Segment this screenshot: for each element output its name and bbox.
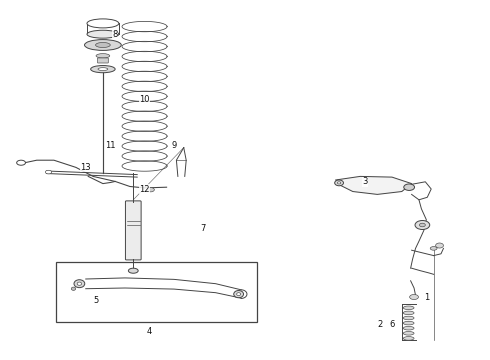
Text: 3: 3 (363, 177, 368, 186)
Ellipse shape (17, 160, 25, 165)
Ellipse shape (403, 306, 414, 310)
Ellipse shape (87, 30, 119, 38)
Text: 10: 10 (139, 94, 150, 104)
Ellipse shape (403, 337, 414, 340)
Ellipse shape (403, 311, 414, 315)
Ellipse shape (96, 54, 110, 58)
Ellipse shape (410, 294, 418, 300)
Ellipse shape (430, 247, 437, 250)
Ellipse shape (77, 282, 81, 285)
Polygon shape (336, 176, 412, 194)
Ellipse shape (91, 66, 115, 73)
FancyBboxPatch shape (98, 58, 108, 63)
Text: 1: 1 (424, 292, 429, 302)
Text: 2: 2 (377, 320, 382, 329)
Ellipse shape (147, 188, 154, 192)
Ellipse shape (403, 321, 414, 325)
Ellipse shape (128, 268, 138, 273)
Ellipse shape (96, 42, 110, 48)
Ellipse shape (337, 182, 341, 184)
Ellipse shape (234, 291, 244, 298)
Text: 11: 11 (105, 141, 116, 150)
Ellipse shape (98, 68, 108, 71)
Text: 4: 4 (147, 328, 152, 336)
Text: 7: 7 (201, 224, 206, 233)
Ellipse shape (45, 170, 52, 174)
Text: 12: 12 (139, 184, 150, 194)
Ellipse shape (403, 332, 414, 335)
Ellipse shape (419, 223, 425, 227)
Ellipse shape (436, 243, 443, 248)
Ellipse shape (403, 316, 414, 320)
Ellipse shape (237, 293, 241, 296)
Ellipse shape (84, 40, 121, 50)
Text: 13: 13 (80, 163, 91, 172)
Bar (56, 262, 257, 322)
Text: 6: 6 (390, 320, 394, 329)
Ellipse shape (74, 280, 85, 288)
Ellipse shape (403, 327, 414, 330)
FancyBboxPatch shape (125, 201, 141, 260)
Text: 5: 5 (93, 296, 98, 305)
Ellipse shape (72, 287, 75, 290)
Ellipse shape (87, 19, 119, 28)
Text: 8: 8 (113, 30, 118, 39)
Ellipse shape (404, 184, 415, 190)
Ellipse shape (335, 180, 343, 186)
Ellipse shape (415, 220, 430, 230)
Text: 9: 9 (172, 141, 176, 150)
